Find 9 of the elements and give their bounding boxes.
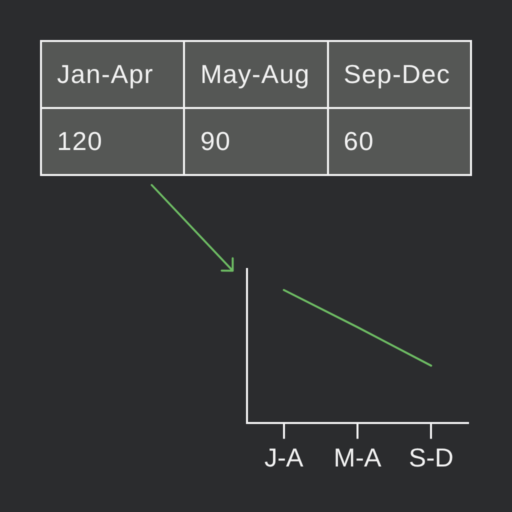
category-label: Sep-Dec — [328, 42, 470, 107]
x-tick-label: S-D — [408, 442, 454, 473]
data-label: 120 — [42, 109, 184, 174]
category-label: Jan-Apr — [42, 42, 184, 107]
category-label: May-Aug — [185, 42, 327, 107]
data-label: 60 — [328, 109, 470, 174]
data-label: 90 — [185, 109, 327, 174]
x-tick-label: J-A — [264, 442, 304, 473]
x-tick-label: M-A — [334, 442, 382, 473]
